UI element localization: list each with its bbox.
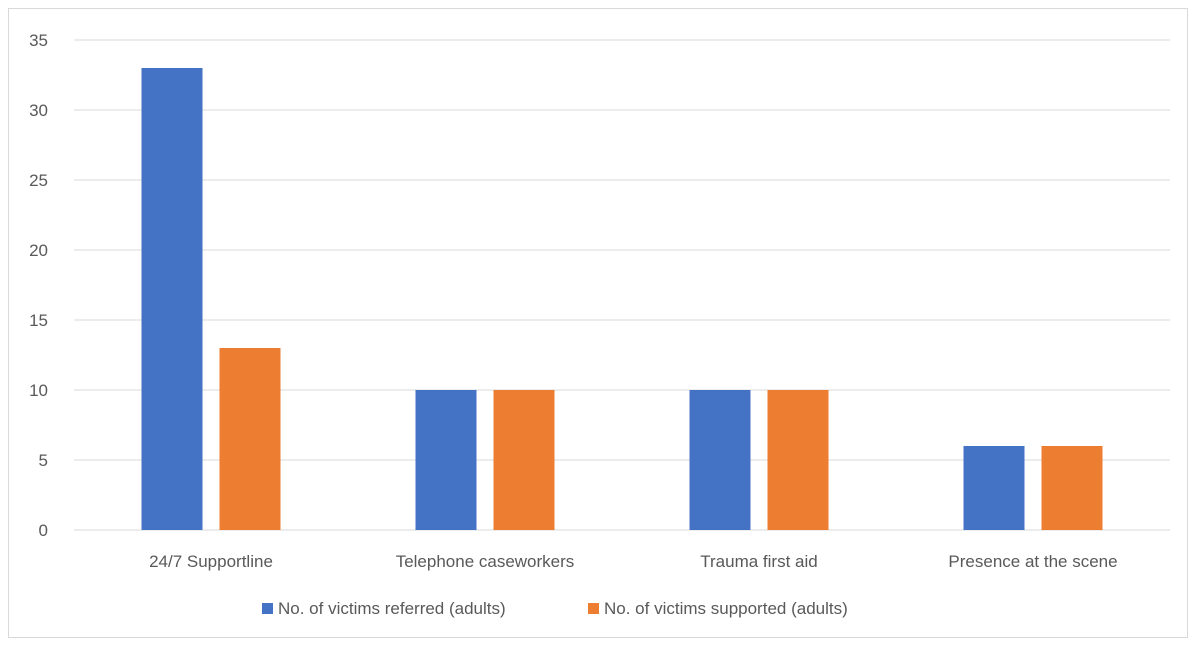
x-tick-label: Trauma first aid — [700, 552, 817, 571]
bar-supported — [219, 348, 281, 530]
bar-referred — [415, 390, 477, 530]
bar-supported — [1041, 446, 1103, 530]
bar-supported — [493, 390, 555, 530]
y-tick-label: 20 — [29, 241, 48, 260]
y-tick-label: 0 — [39, 521, 48, 540]
x-axis-ticks: 24/7 Supportline Telephone caseworkers Tra… — [149, 552, 1118, 571]
chart-frame — [8, 8, 1188, 638]
legend-item: No. of victims referred (adults) — [262, 599, 506, 618]
legend-label: No. of victims referred (adults) — [278, 599, 506, 618]
y-tick-label: 25 — [29, 171, 48, 190]
x-tick-label: Telephone caseworkers — [396, 552, 575, 571]
bar-supported — [767, 390, 829, 530]
x-tick-label: Presence at the scene — [948, 552, 1117, 571]
y-axis-ticks: 0 5 10 15 20 25 30 35 — [29, 31, 48, 540]
legend-swatch — [588, 603, 599, 614]
y-tick-label: 10 — [29, 381, 48, 400]
y-tick-label: 5 — [39, 451, 48, 470]
y-tick-label: 15 — [29, 311, 48, 330]
bars — [141, 68, 1103, 530]
legend-item: No. of victims supported (adults) — [588, 599, 848, 618]
y-tick-label: 35 — [29, 31, 48, 50]
x-tick-label: 24/7 Supportline — [149, 552, 273, 571]
legend-swatch — [262, 603, 273, 614]
y-tick-label: 30 — [29, 101, 48, 120]
legend-label: No. of victims supported (adults) — [604, 599, 848, 618]
bar-referred — [689, 390, 751, 530]
bar-referred — [141, 68, 203, 530]
bar-referred — [963, 446, 1025, 530]
legend: No. of victims referred (adults) No. of v… — [262, 599, 848, 618]
